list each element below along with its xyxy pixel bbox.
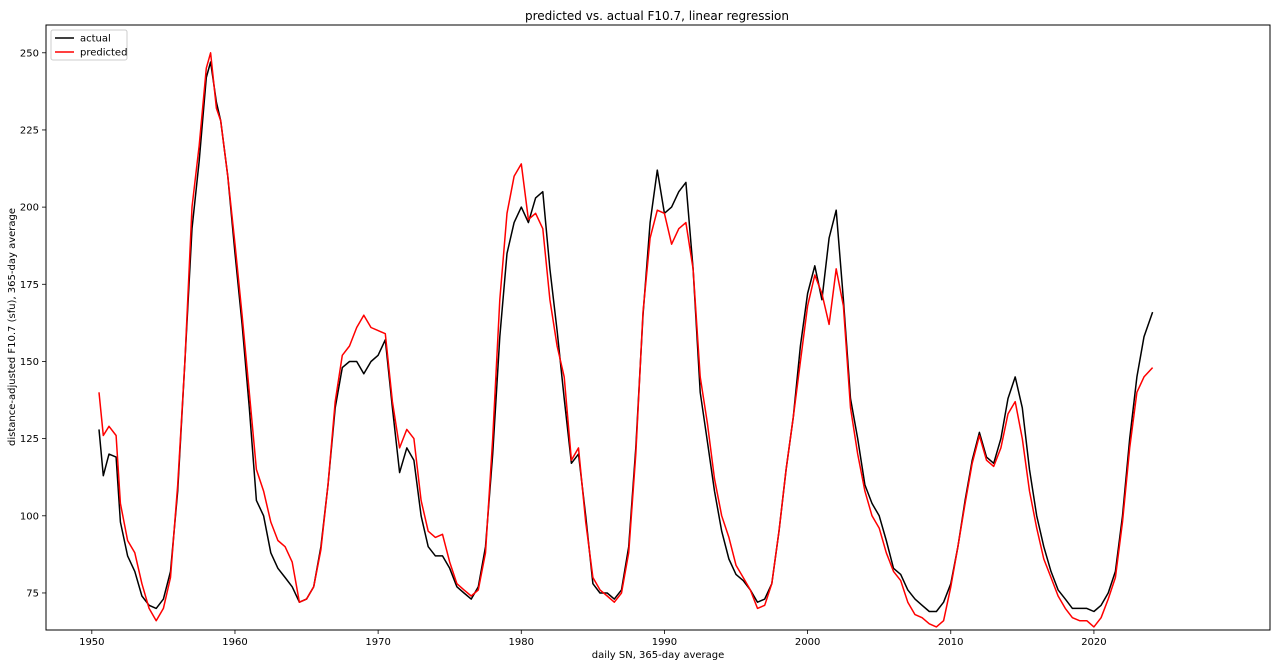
y-tick-label: 250 <box>20 48 39 59</box>
x-tick-label: 2010 <box>938 637 963 648</box>
x-tick-label: 2000 <box>795 637 820 648</box>
y-tick-label: 200 <box>20 203 39 214</box>
x-tick-label: 1990 <box>652 637 677 648</box>
x-axis-label: daily SN, 365-day average <box>592 650 725 661</box>
y-tick-label: 175 <box>20 280 39 291</box>
y-tick-label: 125 <box>20 434 39 445</box>
plot-frame <box>45 24 1271 631</box>
x-tick-label: 1950 <box>79 637 104 648</box>
legend-label-predicted: predicted <box>80 48 127 59</box>
y-tick-label: 150 <box>20 357 39 368</box>
y-tick-label: 100 <box>20 511 39 522</box>
plot-lines <box>98 52 1154 628</box>
x-tick-label: 1970 <box>365 637 390 648</box>
y-axis-label: distance-adjusted F10.7 (sfu), 365-day a… <box>7 208 18 446</box>
legend-label-actual: actual <box>80 34 111 45</box>
x-tick-label: 1980 <box>509 637 534 648</box>
x-tick-label: 2020 <box>1081 637 1106 648</box>
chart-title: predicted vs. actual F10.7, linear regre… <box>525 9 789 23</box>
x-tick-label: 1960 <box>222 637 247 648</box>
y-tick-label: 225 <box>20 125 39 136</box>
y-tick-label: 75 <box>26 588 39 599</box>
series-line-actual <box>98 61 1154 613</box>
series-line-predicted <box>98 52 1154 628</box>
legend: actual predicted <box>50 29 128 61</box>
x-axis-ticks: 1950 1960 1970 1980 1990 2000 2010 2020 <box>79 630 1107 648</box>
y-axis-ticks: 75 100 125 150 175 200 225 250 <box>20 48 46 599</box>
